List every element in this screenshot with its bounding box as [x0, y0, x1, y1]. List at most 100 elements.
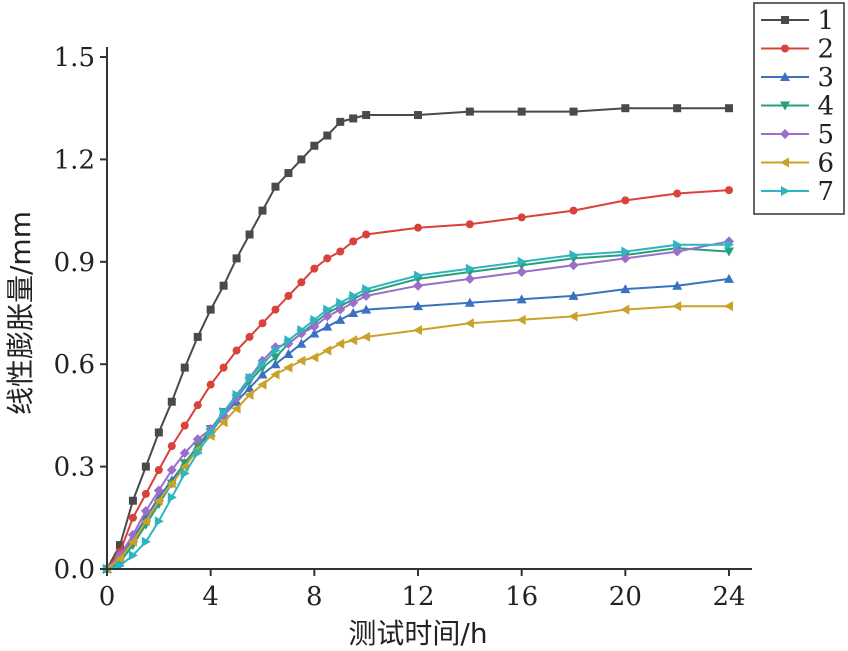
- data-point: [336, 117, 345, 126]
- data-point: [258, 206, 267, 215]
- data-point: [257, 379, 267, 390]
- data-point: [297, 155, 306, 164]
- data-point: [323, 254, 332, 263]
- data-point: [348, 297, 359, 308]
- data-point: [464, 318, 474, 329]
- data-point: [232, 389, 242, 400]
- data-point: [245, 372, 255, 383]
- data-point: [206, 380, 215, 389]
- data-point: [349, 237, 358, 246]
- x-axis-title: 测试时间/h: [348, 617, 487, 650]
- data-point: [725, 186, 733, 195]
- data-point: [621, 196, 630, 205]
- legend-label: 6: [817, 149, 834, 179]
- data-point: [154, 466, 163, 475]
- data-point: [349, 114, 358, 123]
- x-tick-label: 24: [712, 582, 745, 612]
- data-point: [297, 325, 307, 336]
- y-tick-label: 0.3: [54, 453, 95, 483]
- data-point: [141, 536, 151, 547]
- data-point: [179, 459, 190, 469]
- legend-item: 4: [761, 92, 834, 122]
- series-line: [106, 305, 729, 570]
- data-point: [206, 305, 215, 314]
- data-point: [231, 403, 241, 414]
- series-line: [106, 107, 729, 570]
- legend-label: 4: [817, 92, 834, 122]
- data-point: [218, 417, 228, 428]
- y-tick-label: 0.9: [54, 248, 95, 278]
- data-point: [568, 311, 578, 322]
- data-point: [465, 107, 474, 116]
- data-point: [283, 362, 293, 373]
- data-point: [517, 213, 526, 222]
- data-point: [141, 462, 150, 471]
- data-point: [219, 406, 229, 417]
- data-point: [672, 246, 683, 257]
- data-point: [621, 246, 631, 257]
- legend-label: 1: [817, 6, 834, 36]
- data-point: [322, 321, 333, 331]
- data-point: [258, 319, 267, 328]
- data-point: [673, 104, 682, 113]
- data-point: [335, 314, 346, 324]
- data-point: [348, 335, 358, 346]
- x-tick-label: 20: [609, 582, 642, 612]
- axes: 0 4 8 12 16 20 24 0.0 0.3 0.6 0.9 1.2 1.5 测试时间/h 线性膨胀量…: [4, 43, 752, 650]
- data-point: [296, 355, 306, 366]
- data-point: [673, 239, 683, 250]
- data-point: [568, 290, 579, 300]
- data-point: [361, 290, 372, 301]
- data-point: [271, 345, 281, 356]
- data-point: [271, 182, 280, 191]
- y-tick-label: 0.0: [54, 555, 95, 585]
- data-point: [323, 131, 332, 140]
- data-point: [620, 284, 631, 294]
- data-point: [516, 294, 527, 304]
- x-tick-label: 8: [306, 582, 323, 612]
- series-line: [106, 247, 730, 570]
- legend-swatch-marker: [780, 157, 789, 168]
- data-point: [244, 383, 255, 393]
- legend-swatch-marker: [781, 44, 789, 53]
- data-point: [569, 249, 579, 260]
- legend-swatch-marker: [781, 16, 789, 24]
- data-point: [672, 301, 682, 312]
- data-point: [140, 516, 150, 527]
- x-tick-label: 16: [505, 582, 538, 612]
- data-point: [128, 550, 138, 561]
- series-6: [102, 301, 733, 574]
- data-point: [414, 223, 422, 232]
- y-tick-label: 1.2: [54, 145, 95, 175]
- data-point: [517, 256, 527, 267]
- data-point: [192, 442, 203, 452]
- data-point: [348, 308, 359, 317]
- data-point: [516, 314, 526, 325]
- data-point: [270, 369, 280, 380]
- data-point: [725, 239, 734, 250]
- legend-box: [753, 2, 845, 215]
- data-point: [244, 389, 254, 400]
- series-2: [103, 186, 733, 573]
- legend-item: 6: [761, 149, 834, 179]
- series-1: [103, 104, 733, 573]
- data-point: [465, 220, 474, 229]
- data-point: [724, 247, 734, 257]
- data-point: [270, 353, 281, 363]
- legend-swatch-marker: [780, 72, 790, 81]
- data-point: [464, 297, 475, 307]
- legend-item: 5: [761, 120, 834, 150]
- data-point: [245, 332, 254, 341]
- data-point: [284, 335, 294, 346]
- data-point: [141, 489, 150, 498]
- data-point: [414, 111, 422, 120]
- data-point: [516, 267, 527, 278]
- data-point: [724, 301, 733, 312]
- data-point: [673, 189, 682, 198]
- data-point: [114, 553, 124, 564]
- series-line: [106, 243, 729, 570]
- data-point: [128, 496, 137, 505]
- data-point: [413, 301, 423, 311]
